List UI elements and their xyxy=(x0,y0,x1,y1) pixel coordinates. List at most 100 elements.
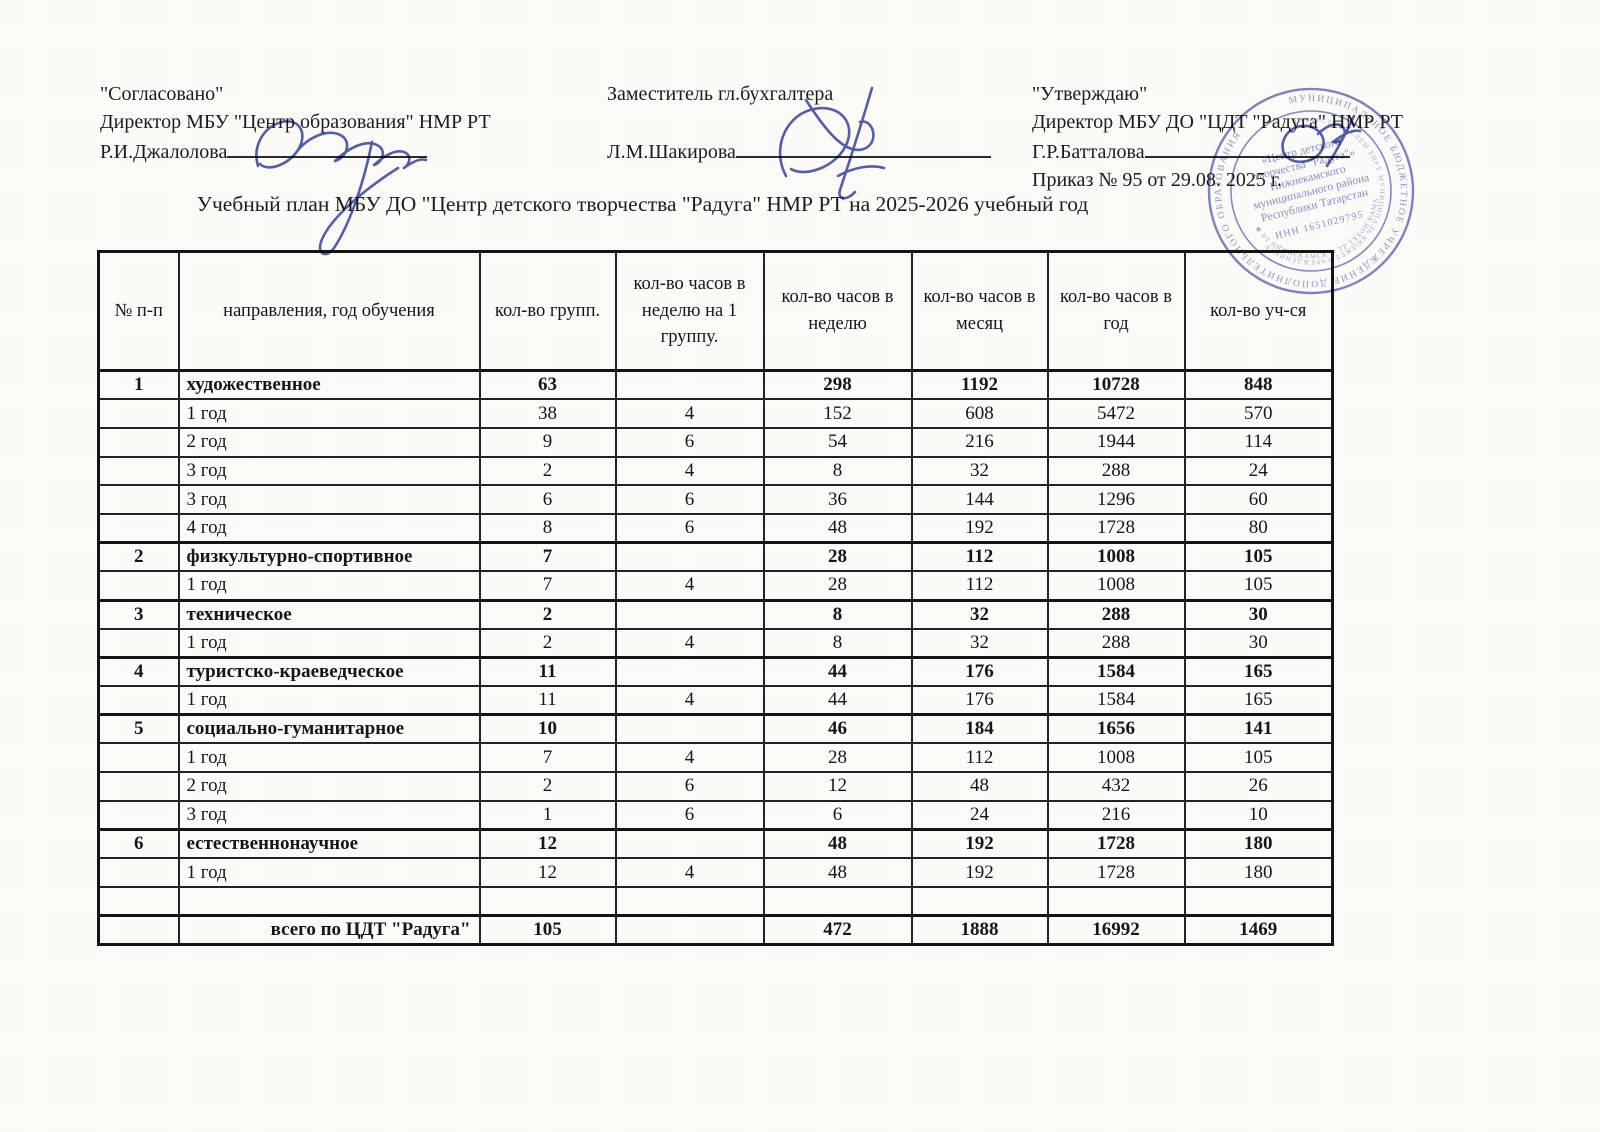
cell-hours-year: 1728 xyxy=(1046,512,1186,544)
cell-direction: социально-гуманитарное xyxy=(177,713,481,745)
cell-hours-week: 54 xyxy=(762,426,913,458)
signature-line xyxy=(227,136,428,158)
stamp-outer-ring xyxy=(1207,87,1415,295)
cell-hours-month: 32 xyxy=(910,627,1049,659)
plan-table-body: 1 художественное 63 298 1192 10728 848 1 год 38 4… xyxy=(97,369,1334,946)
cell-students: 165 xyxy=(1183,655,1334,688)
cell-hours-month: 176 xyxy=(910,685,1049,716)
table-row-year: 3 год 1 6 6 24 216 10 xyxy=(97,799,1334,831)
stamp-inner-ring xyxy=(1230,110,1392,272)
approved-label: "Утверждаю" xyxy=(1032,83,1148,105)
accountant-block: Заместитель гл.бухгалтера Л.М.Шакирова xyxy=(607,80,991,166)
cell-hours-week: 28 xyxy=(762,742,913,774)
cell-num xyxy=(97,857,180,888)
cell-hours-year: 288 xyxy=(1046,627,1186,659)
cell-hours-year: 432 xyxy=(1046,771,1186,802)
cell-students: 105 xyxy=(1183,541,1334,573)
cell-num: 5 xyxy=(97,713,180,745)
cell-direction: 3 год xyxy=(177,484,481,515)
cell-students: 165 xyxy=(1183,685,1334,716)
cell-direction xyxy=(177,885,481,917)
cell-direction: 1 год xyxy=(177,627,481,659)
cell-hours-per-group: 4 xyxy=(614,398,765,429)
col-header-students: кол-во уч-ся xyxy=(1183,250,1334,372)
col-header-hours-month: кол-во часов в месяц xyxy=(910,250,1049,372)
table-header-row: № п-п направления, год обучения кол-во г… xyxy=(97,250,1334,372)
cell-groups: 6 xyxy=(478,484,617,515)
cell-num: 1 xyxy=(97,369,180,401)
table-row-section: 5 социально-гуманитарное 10 46 184 1656 141 xyxy=(97,713,1334,745)
cell-hours-week: 48 xyxy=(762,512,913,544)
table-row-year: 2 год 2 6 12 48 432 26 xyxy=(97,771,1334,802)
cell-hours-per-group: 4 xyxy=(614,455,765,487)
cell-hours-month: 32 xyxy=(910,455,1049,487)
table-row-section: 6 естественнонаучное 12 48 192 1728 180 xyxy=(97,828,1334,860)
accountant-signatory-line: Л.М.Шакирова xyxy=(607,136,991,166)
cell-students: 180 xyxy=(1183,857,1334,888)
col-header-hours-year: кол-во часов в год xyxy=(1046,250,1186,372)
cell-hours-week: 28 xyxy=(762,570,913,601)
cell-hours-year: 288 xyxy=(1046,598,1186,630)
cell-hours-per-group xyxy=(614,541,765,573)
table-row-year: 3 год 2 4 8 32 288 24 xyxy=(97,455,1334,487)
table-row-year: 1 год 38 4 152 608 5472 570 xyxy=(97,398,1334,429)
cell-students: 570 xyxy=(1183,398,1334,429)
cell-groups: 11 xyxy=(478,655,617,688)
cell-students: 30 xyxy=(1183,598,1334,630)
cell-num xyxy=(97,885,180,917)
cell-groups xyxy=(478,885,617,917)
cell-hours-month: 144 xyxy=(910,484,1049,515)
cell-hours-week: 36 xyxy=(762,484,913,515)
cell-hours-month: 24 xyxy=(910,799,1049,831)
cell-hours-year: 1008 xyxy=(1046,541,1186,573)
cell-students: 141 xyxy=(1183,713,1334,745)
cell-hours-week: 6 xyxy=(762,799,913,831)
cell-students: 105 xyxy=(1183,742,1334,774)
cell-hours-year: 1584 xyxy=(1046,685,1186,716)
cell-hours-week: 48 xyxy=(762,828,913,860)
cell-groups: 12 xyxy=(478,828,617,860)
curriculum-table: № п-п направления, год обучения кол-во г… xyxy=(97,250,1334,946)
cell-hours-year: 1944 xyxy=(1046,426,1186,458)
cell-direction: 1 год xyxy=(177,570,481,601)
cell-students: 10 xyxy=(1183,799,1334,831)
cell-groups: 9 xyxy=(478,426,617,458)
cell-hours-year xyxy=(1046,885,1186,917)
table-row-year: 1 год 12 4 48 192 1728 180 xyxy=(97,857,1334,888)
cell-hours-year: 1296 xyxy=(1046,484,1186,515)
cell-groups: 2 xyxy=(478,598,617,630)
table-row-section: 1 художественное 63 298 1192 10728 848 xyxy=(97,369,1334,401)
table-row-year: 1 год 11 4 44 176 1584 165 xyxy=(97,685,1334,716)
cell-students: 105 xyxy=(1183,570,1334,601)
agreed-signatory-name: Р.И.Джалолова xyxy=(100,141,228,163)
cell-num xyxy=(97,742,180,774)
cell-direction: 1 год xyxy=(177,685,481,716)
cell-num xyxy=(97,771,180,802)
cell-hours-year: 5472 xyxy=(1046,398,1186,429)
stamp-graphic: МУНИЦИПАЛЬНОЕ БЮДЖЕТНОЕ УЧРЕЖДЕНИЕ ДОПОЛ… xyxy=(1192,72,1430,310)
cell-hours-year: 1008 xyxy=(1046,742,1186,774)
signature-line xyxy=(1144,136,1350,158)
cell-hours-month: 1888 xyxy=(910,914,1049,946)
spacer xyxy=(607,108,991,136)
cell-hours-per-group: 4 xyxy=(614,857,765,888)
table-row-year: 4 год 8 6 48 192 1728 80 xyxy=(97,512,1334,544)
cell-students: 114 xyxy=(1183,426,1334,458)
cell-hours-week: 472 xyxy=(762,914,913,946)
cell-students: 60 xyxy=(1183,484,1334,515)
cell-hours-week: 28 xyxy=(762,541,913,573)
cell-direction: физкультурно-спортивное xyxy=(177,541,481,573)
cell-hours-month: 112 xyxy=(910,742,1049,774)
cell-hours-week xyxy=(762,885,913,917)
cell-direction: туристско-краеведческое xyxy=(177,655,481,688)
cell-direction: всего по ЦДТ "Радуга" xyxy=(177,914,481,946)
cell-hours-year: 1008 xyxy=(1046,570,1186,601)
cell-hours-year: 1656 xyxy=(1046,713,1186,745)
cell-students: 848 xyxy=(1183,369,1334,401)
col-header-hours-per-group: кол-во часов в неделю на 1 группу. xyxy=(614,250,765,372)
cell-hours-month xyxy=(910,885,1049,917)
cell-hours-per-group: 6 xyxy=(614,484,765,515)
cell-hours-month: 112 xyxy=(910,570,1049,601)
cell-hours-month: 184 xyxy=(910,713,1049,745)
